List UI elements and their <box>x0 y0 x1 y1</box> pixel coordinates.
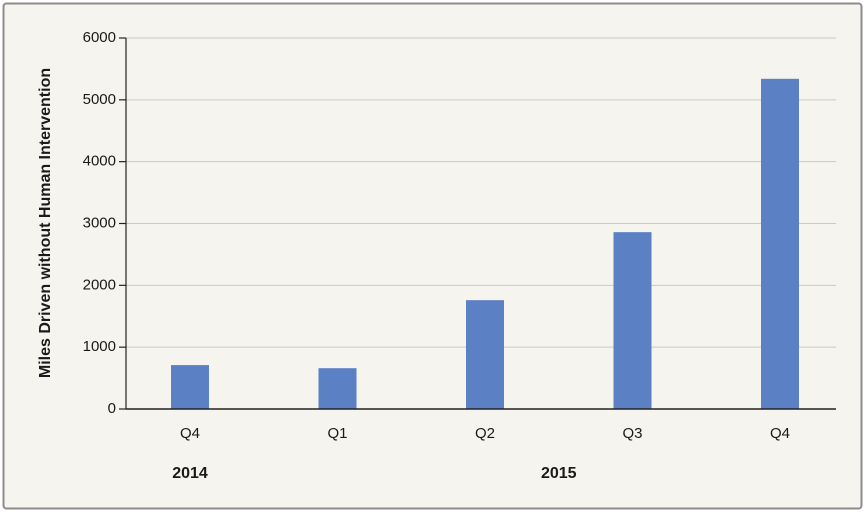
x-tick-label: Q3 <box>622 425 642 442</box>
y-tick-label: 3000 <box>83 214 116 231</box>
bar <box>171 365 209 409</box>
x-tick-label: Q4 <box>180 425 200 442</box>
group-label: 2014 <box>172 465 208 482</box>
bar <box>318 368 357 409</box>
bar <box>761 78 799 409</box>
y-tick-label: 4000 <box>83 153 116 170</box>
y-tick-label: 1000 <box>83 338 116 355</box>
group-label: 2015 <box>541 465 577 482</box>
x-tick-label: Q4 <box>770 425 790 442</box>
bar <box>613 232 652 409</box>
bar <box>466 300 504 409</box>
x-tick-label: Q1 <box>327 425 347 442</box>
x-tick-label: Q2 <box>475 425 495 442</box>
y-tick-label: 0 <box>108 400 116 417</box>
y-tick-label: 2000 <box>83 276 116 293</box>
y-tick-label: 5000 <box>83 91 116 108</box>
y-tick-label: 6000 <box>83 29 116 46</box>
y-axis-label: Miles Driven without Human Intervention <box>37 68 54 378</box>
